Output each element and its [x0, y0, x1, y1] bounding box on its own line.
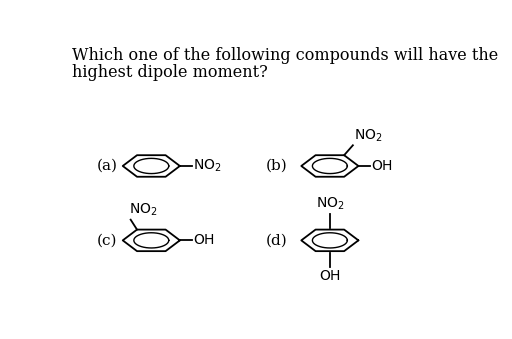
Text: $\mathrm{NO_2}$: $\mathrm{NO_2}$ [193, 158, 221, 174]
Text: $\mathrm{OH}$: $\mathrm{OH}$ [319, 269, 341, 283]
Text: (c): (c) [97, 233, 117, 247]
Text: $\mathrm{NO_2}$: $\mathrm{NO_2}$ [354, 127, 382, 144]
Text: $\mathrm{NO_2}$: $\mathrm{NO_2}$ [129, 202, 157, 218]
Text: (b): (b) [266, 159, 287, 173]
Text: highest dipole moment?: highest dipole moment? [72, 64, 268, 81]
Text: $\mathrm{NO_2}$: $\mathrm{NO_2}$ [315, 196, 344, 212]
Text: Which one of the following compounds will have the: Which one of the following compounds wil… [72, 47, 498, 64]
Text: $\mathrm{OH}$: $\mathrm{OH}$ [193, 233, 215, 247]
Text: (a): (a) [97, 159, 118, 173]
Text: $\mathrm{OH}$: $\mathrm{OH}$ [371, 159, 393, 173]
Text: (d): (d) [266, 233, 287, 247]
